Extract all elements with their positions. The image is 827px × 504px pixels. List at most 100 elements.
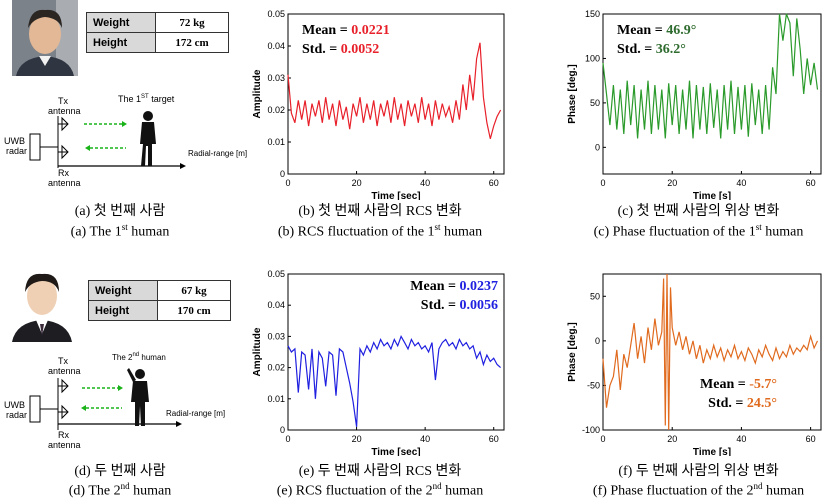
uwb-label: UWB — [4, 136, 25, 146]
x-tick-label: 60 — [806, 434, 816, 444]
radial-range-label: Radial-range [m] — [188, 149, 247, 158]
human-silhouette-icon — [140, 111, 156, 166]
x-tick-label: 20 — [352, 178, 362, 188]
radar-label: radar — [6, 410, 27, 420]
tx-label: Tx — [58, 356, 68, 366]
uwb-label: UWB — [4, 400, 25, 410]
x-axis-label: Time [s] — [693, 447, 731, 456]
y-tick-label: 0.01 — [267, 137, 285, 147]
human-silhouette-icon — [127, 368, 149, 426]
table-row: Weight 72 kg — [86, 12, 229, 33]
height-value: 172 cm — [155, 32, 229, 53]
y-tick-label: -100 — [582, 425, 600, 435]
y-tick-label: 0 — [595, 336, 600, 346]
height-label: Height — [88, 300, 158, 321]
chart-rcs-1: 0 20 40 60 0 0.01 0.02 0.03 0.04 0.05 Time [sec] Am… — [252, 9, 505, 200]
radar-diagram-1: Tx antenna UWB radar Rx antenna The 1ST … — [4, 94, 247, 188]
y-tick-label: 0.04 — [267, 300, 285, 310]
person-2-photo — [8, 262, 76, 342]
std-stat-label: Std. = — [302, 42, 341, 57]
x-axis-label: Time [sec] — [371, 447, 420, 456]
y-tick-label: 0.01 — [267, 394, 285, 404]
std-stat: Std. = 24.5° — [708, 396, 777, 411]
std-stat: Std. = 36.2° — [617, 42, 686, 57]
mean-stat-label: Mean = — [700, 377, 749, 392]
x-tick-label: 0 — [285, 434, 290, 444]
y-axis-label: Amplitude — [252, 327, 263, 376]
y-tick-label: -50 — [587, 380, 600, 390]
rx-antenna-icon — [61, 144, 69, 160]
tx-antenna-icon — [61, 378, 69, 394]
mean-stat: Mean = 0.0221 — [302, 23, 390, 38]
radar-label: radar — [6, 146, 27, 156]
caption-e-en: (e) RCS fluctuation of the 2nd human — [276, 481, 484, 499]
x-tick-label: 20 — [667, 434, 677, 444]
mean-stat-label: Mean = — [302, 23, 351, 38]
y-tick-label: 0.03 — [267, 331, 285, 341]
caption-a-kr: (a) 첫 번째 사람 — [74, 204, 166, 219]
mean-stat: Mean = 46.9° — [617, 23, 696, 38]
std-stat-value: 36.2° — [656, 42, 686, 57]
rx-antenna-label: antenna — [48, 178, 81, 188]
caption-d-kr: (d) 두 번째 사람 — [74, 464, 166, 479]
tx-antenna-icon — [61, 116, 69, 132]
tx-antenna-label: antenna — [48, 106, 81, 116]
mean-stat: Mean = -5.7° — [700, 377, 777, 392]
person-2-portrait — [8, 262, 76, 342]
plot-area — [287, 273, 505, 431]
person-2-table: Weight 67 kg Height 170 cm — [88, 280, 231, 321]
caption-a-en: (a) The 1st human — [70, 222, 170, 240]
caption-e-kr: (e) 두 번째 사람의 RCS 변화 — [298, 464, 462, 479]
std-stat-value: 0.0056 — [460, 298, 499, 313]
std-stat: Std. = 0.0052 — [302, 42, 379, 57]
tx-label: Tx — [58, 96, 68, 106]
std-stat-label: Std. = — [708, 396, 747, 411]
x-tick-label: 40 — [420, 434, 430, 444]
caption-b-en: (b) RCS fluctuation of the 1st human — [277, 222, 483, 240]
x-tick-label: 20 — [352, 434, 362, 444]
caption-c-en: (c) Phase fluctuation of the 1st human — [593, 222, 804, 240]
y-axis-label: Phase [deg.] — [567, 64, 578, 123]
x-tick-label: 40 — [736, 434, 746, 444]
y-tick-label: 0.02 — [267, 105, 285, 115]
target-label: The 2nd human — [112, 352, 166, 362]
target-label: The 1ST target — [118, 94, 175, 104]
x-tick-label: 0 — [285, 178, 290, 188]
weight-label: Weight — [86, 12, 156, 33]
series-line — [287, 334, 501, 427]
caption-c-kr: (c) 첫 번째 사람의 위상 변화 — [617, 204, 780, 219]
x-tick-label: 60 — [806, 178, 816, 188]
x-axis-label: Time [sec] — [371, 191, 420, 200]
std-stat-label: Std. = — [421, 298, 460, 313]
x-tick-label: 60 — [489, 434, 499, 444]
mean-stat-value: 0.0237 — [460, 279, 499, 294]
radial-range-label: Radial-range [m] — [166, 409, 225, 418]
y-axis-label: Phase [deg.] — [567, 322, 578, 381]
arrow-left-icon — [85, 145, 90, 151]
x-tick-label: 60 — [489, 178, 499, 188]
plot-area — [602, 13, 822, 175]
arrow-right-icon — [118, 385, 123, 391]
y-axis-label: Amplitude — [252, 69, 263, 118]
arrow-right-icon — [122, 121, 127, 127]
rx-antenna-label: antenna — [48, 440, 81, 450]
y-tick-label: 0.04 — [267, 41, 285, 51]
plot-area — [287, 13, 505, 175]
person-1-portrait — [12, 0, 78, 76]
table-row: Height 170 cm — [88, 300, 231, 321]
person-1-photo — [12, 0, 78, 76]
y-tick-label: 0 — [280, 425, 285, 435]
std-stat-value: 0.0052 — [341, 42, 380, 57]
x-tick-label: 40 — [420, 178, 430, 188]
height-label: Height — [86, 32, 156, 53]
std-stat-value: 24.5° — [747, 396, 777, 411]
y-tick-label: 0 — [280, 169, 285, 179]
mean-stat-label: Mean = — [410, 279, 459, 294]
mean-stat-value: -5.7° — [749, 377, 777, 392]
weight-label: Weight — [88, 280, 158, 301]
std-stat-label: Std. = — [617, 42, 656, 57]
y-tick-label: 150 — [585, 9, 600, 19]
y-tick-label: 0.03 — [267, 73, 285, 83]
radar-box — [29, 395, 41, 423]
y-tick-label: 50 — [590, 291, 600, 301]
